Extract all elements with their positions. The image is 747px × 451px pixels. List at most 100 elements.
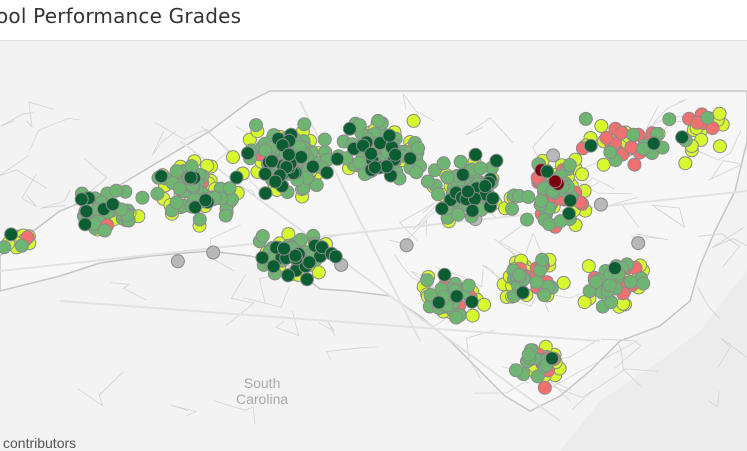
school-marker-grade-b[interactable] <box>589 274 603 289</box>
school-marker-grade-a[interactable] <box>4 227 19 242</box>
school-marker-grade-b[interactable] <box>542 217 557 232</box>
school-marker-grade-b[interactable] <box>521 190 536 204</box>
school-marker-grade-a[interactable] <box>281 147 296 162</box>
school-marker-grade-c[interactable] <box>477 297 492 312</box>
school-marker-grade-c[interactable] <box>406 113 421 128</box>
school-marker-grade-a[interactable] <box>240 146 255 161</box>
school-marker-grade-b[interactable] <box>192 212 207 227</box>
school-marker-grade-a[interactable] <box>258 186 273 201</box>
school-marker-grade-b[interactable] <box>436 156 451 171</box>
school-marker-grade-b[interactable] <box>662 112 677 127</box>
school-marker-grade-a[interactable] <box>379 159 394 174</box>
school-marker-grade-d[interactable] <box>624 140 639 155</box>
school-marker-grade-b[interactable] <box>249 118 263 133</box>
school-marker-grade-a[interactable] <box>464 294 479 309</box>
school-marker-grade-a[interactable] <box>229 170 244 185</box>
school-marker-grade-b[interactable] <box>535 252 550 267</box>
school-marker-grade-a[interactable] <box>515 285 530 300</box>
school-marker-grade-b[interactable] <box>97 223 112 238</box>
school-marker-grade-b[interactable] <box>537 288 552 303</box>
school-marker-grade-d[interactable] <box>627 157 642 172</box>
school-marker-grade-b[interactable] <box>623 274 638 289</box>
school-marker-grade-b[interactable] <box>529 275 544 290</box>
school-marker-grade-c[interactable] <box>556 275 571 290</box>
school-marker-grade-b[interactable] <box>169 164 184 179</box>
school-marker-grade-b[interactable] <box>473 161 488 176</box>
school-marker-grade-b[interactable] <box>451 207 466 222</box>
school-marker-grade-b[interactable] <box>222 181 237 196</box>
school-marker-grade-b[interactable] <box>534 193 549 208</box>
school-marker-grade-a[interactable] <box>545 351 559 366</box>
school-marker-grade-d[interactable] <box>614 125 629 140</box>
school-marker-grade-b[interactable] <box>453 154 468 169</box>
school-marker-grade-a[interactable] <box>79 204 94 219</box>
school-marker-grade-a[interactable] <box>382 128 397 143</box>
school-marker-grade-b[interactable] <box>449 310 464 325</box>
school-marker-grade-a[interactable] <box>105 197 120 212</box>
school-marker-grade-a[interactable] <box>675 130 690 145</box>
school-marker-grade-a[interactable] <box>449 289 464 304</box>
school-marker-grade-a[interactable] <box>281 268 295 283</box>
school-marker-grade-d[interactable] <box>537 380 552 395</box>
school-marker-grade-a[interactable] <box>646 136 661 151</box>
school-marker-grade-c[interactable] <box>596 157 611 172</box>
school-marker-grade-a[interactable] <box>403 151 418 166</box>
school-marker-grade-c[interactable] <box>712 139 727 154</box>
school-marker-grade-a[interactable] <box>485 191 500 206</box>
school-marker-grade-a[interactable] <box>264 154 279 169</box>
school-marker-grade-a[interactable] <box>431 295 446 310</box>
school-marker-grade-a[interactable] <box>78 217 93 232</box>
school-marker-grade-b[interactable] <box>603 145 618 160</box>
school-marker-grade-b[interactable] <box>578 111 593 126</box>
school-marker-grade-b[interactable] <box>371 113 386 128</box>
school-marker-grade-b[interactable] <box>700 110 715 125</box>
school-marker-ungraded[interactable] <box>631 236 646 251</box>
school-marker-grade-a[interactable] <box>255 250 270 265</box>
school-marker-grade-c[interactable] <box>575 167 590 182</box>
school-marker-grade-a[interactable] <box>330 151 345 166</box>
school-marker-grade-a[interactable] <box>183 170 198 185</box>
school-marker-grade-a[interactable] <box>465 203 480 218</box>
school-marker-grade-a[interactable] <box>188 200 203 215</box>
school-marker-grade-f[interactable] <box>548 174 563 189</box>
school-marker-grade-b[interactable] <box>512 268 527 282</box>
school-marker-grade-b[interactable] <box>169 195 184 210</box>
school-marker-grade-b[interactable] <box>0 240 12 255</box>
school-marker-grade-b[interactable] <box>626 127 641 142</box>
school-marker-grade-b[interactable] <box>297 117 312 132</box>
map-attribution[interactable]: contributors <box>3 435 77 451</box>
school-marker-grade-a[interactable] <box>154 169 169 184</box>
school-marker-grade-a[interactable] <box>478 179 493 194</box>
school-marker-grade-b[interactable] <box>14 238 29 253</box>
school-marker-grade-b[interactable] <box>461 278 476 293</box>
school-marker-ungraded[interactable] <box>546 148 561 163</box>
school-marker-grade-a[interactable] <box>437 267 452 282</box>
school-marker-grade-a[interactable] <box>607 261 622 276</box>
school-marker-grade-a[interactable] <box>367 160 382 175</box>
school-marker-grade-a[interactable] <box>288 248 303 263</box>
school-marker-grade-a[interactable] <box>319 165 334 180</box>
school-marker-grade-a[interactable] <box>74 192 89 207</box>
school-marker-grade-d[interactable] <box>599 130 614 145</box>
school-marker-grade-b[interactable] <box>411 141 425 156</box>
school-marker-grade-a[interactable] <box>562 206 576 221</box>
school-marker-grade-a[interactable] <box>277 241 291 256</box>
school-marker-grade-b[interactable] <box>521 347 536 362</box>
school-marker-grade-a[interactable] <box>563 193 578 208</box>
school-marker-grade-c[interactable] <box>594 119 609 133</box>
school-marker-grade-c[interactable] <box>226 150 240 165</box>
school-marker-grade-c[interactable] <box>678 156 693 171</box>
school-marker-grade-a[interactable] <box>489 153 504 168</box>
school-marker-grade-a[interactable] <box>268 174 283 189</box>
school-marker-grade-b[interactable] <box>420 174 435 189</box>
school-marker-grade-b[interactable] <box>440 170 455 185</box>
school-marker-grade-b[interactable] <box>602 278 617 293</box>
school-marker-grade-b[interactable] <box>172 181 187 196</box>
school-marker-grade-a[interactable] <box>302 255 317 270</box>
school-marker-ungraded[interactable] <box>593 197 608 212</box>
map-canvas[interactable] <box>0 41 747 451</box>
school-marker-grade-b[interactable] <box>218 208 233 223</box>
school-marker-grade-b[interactable] <box>505 201 519 216</box>
school-marker-grade-a[interactable] <box>388 147 403 162</box>
school-marker-grade-a[interactable] <box>583 138 598 153</box>
